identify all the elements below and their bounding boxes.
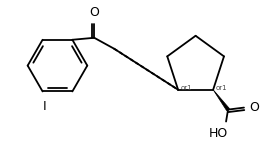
Text: O: O — [89, 6, 99, 19]
Text: I: I — [43, 100, 46, 113]
Text: or1: or1 — [181, 85, 193, 91]
Text: O: O — [249, 101, 259, 114]
Text: HO: HO — [209, 127, 228, 141]
Polygon shape — [213, 90, 229, 111]
Text: or1: or1 — [216, 85, 228, 91]
